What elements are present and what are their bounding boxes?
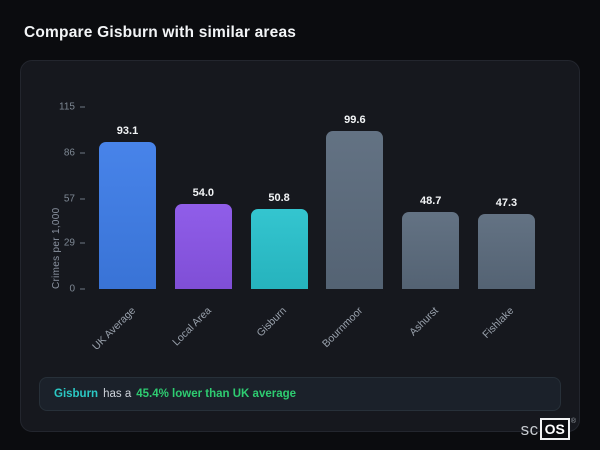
y-tick: 29 [64,238,85,249]
x-axis-label: Gisburn [254,304,290,340]
bar-value-label: 54.0 [192,186,214,199]
bars: 93.1 54.0 50.8 99.6 48.7 47.3 [91,107,543,289]
bar-group: 50.8 [250,107,308,289]
y-tick: 115 [59,102,85,113]
registered-mark-icon: ® [570,418,576,425]
y-axis: 0 29 57 86 115 [37,102,85,295]
x-axis: UK Average Local Area Gisburn Bournmoor Ashu… [89,291,543,359]
scos-logo: sc OS ® [521,418,576,440]
y-tick-mark [80,288,85,290]
bar-group: 93.1 [99,107,156,289]
bar-value-label: 47.3 [495,197,518,210]
bar[interactable] [477,214,535,289]
bar[interactable] [250,208,308,289]
summary-connector: has a [103,388,132,400]
bar-group: 48.7 [402,107,460,289]
bar-value-label: 50.8 [268,191,290,204]
bar-group: 54.0 [174,107,232,289]
y-tick: 86 [64,147,85,158]
chart-card: Crimes per 1,000 0 29 57 86 115 93.1 54.0 50.8… [20,60,580,432]
bar-value-label: 48.7 [419,194,442,207]
bar-group: 99.6 [326,107,384,289]
bar-chart: 93.1 54.0 50.8 99.6 48.7 47.3 [91,107,543,289]
x-axis-label: Ashurst [407,304,441,339]
bar-group: 47.3 [477,107,535,289]
logo-prefix: sc [520,420,539,439]
x-axis-label: Bournmoor [319,304,366,350]
x-axis-label: UK Average [89,304,138,353]
x-axis-label: Local Area [169,304,214,349]
y-tick-mark [80,152,85,154]
bar[interactable] [99,141,156,289]
y-tick: 0 [69,284,85,295]
y-tick-mark [80,106,85,108]
bar-value-label: 99.6 [344,114,366,127]
y-tick: 57 [64,193,85,204]
bar[interactable] [174,203,232,289]
y-tick-mark [80,242,85,244]
summary-area: Gisburn [54,388,99,400]
x-axis-label: Fishlake [480,304,517,341]
logo-box: OS [539,418,570,440]
summary-note: Gisburn has a 45.4% lower than UK averag… [39,377,561,411]
page-title: Compare Gisburn with similar areas [24,24,297,41]
bar-value-label: 93.1 [116,124,139,137]
y-tick-mark [80,198,85,200]
bar[interactable] [402,211,460,289]
bar[interactable] [326,131,384,289]
summary-highlight: 45.4% lower than UK average [136,388,297,400]
